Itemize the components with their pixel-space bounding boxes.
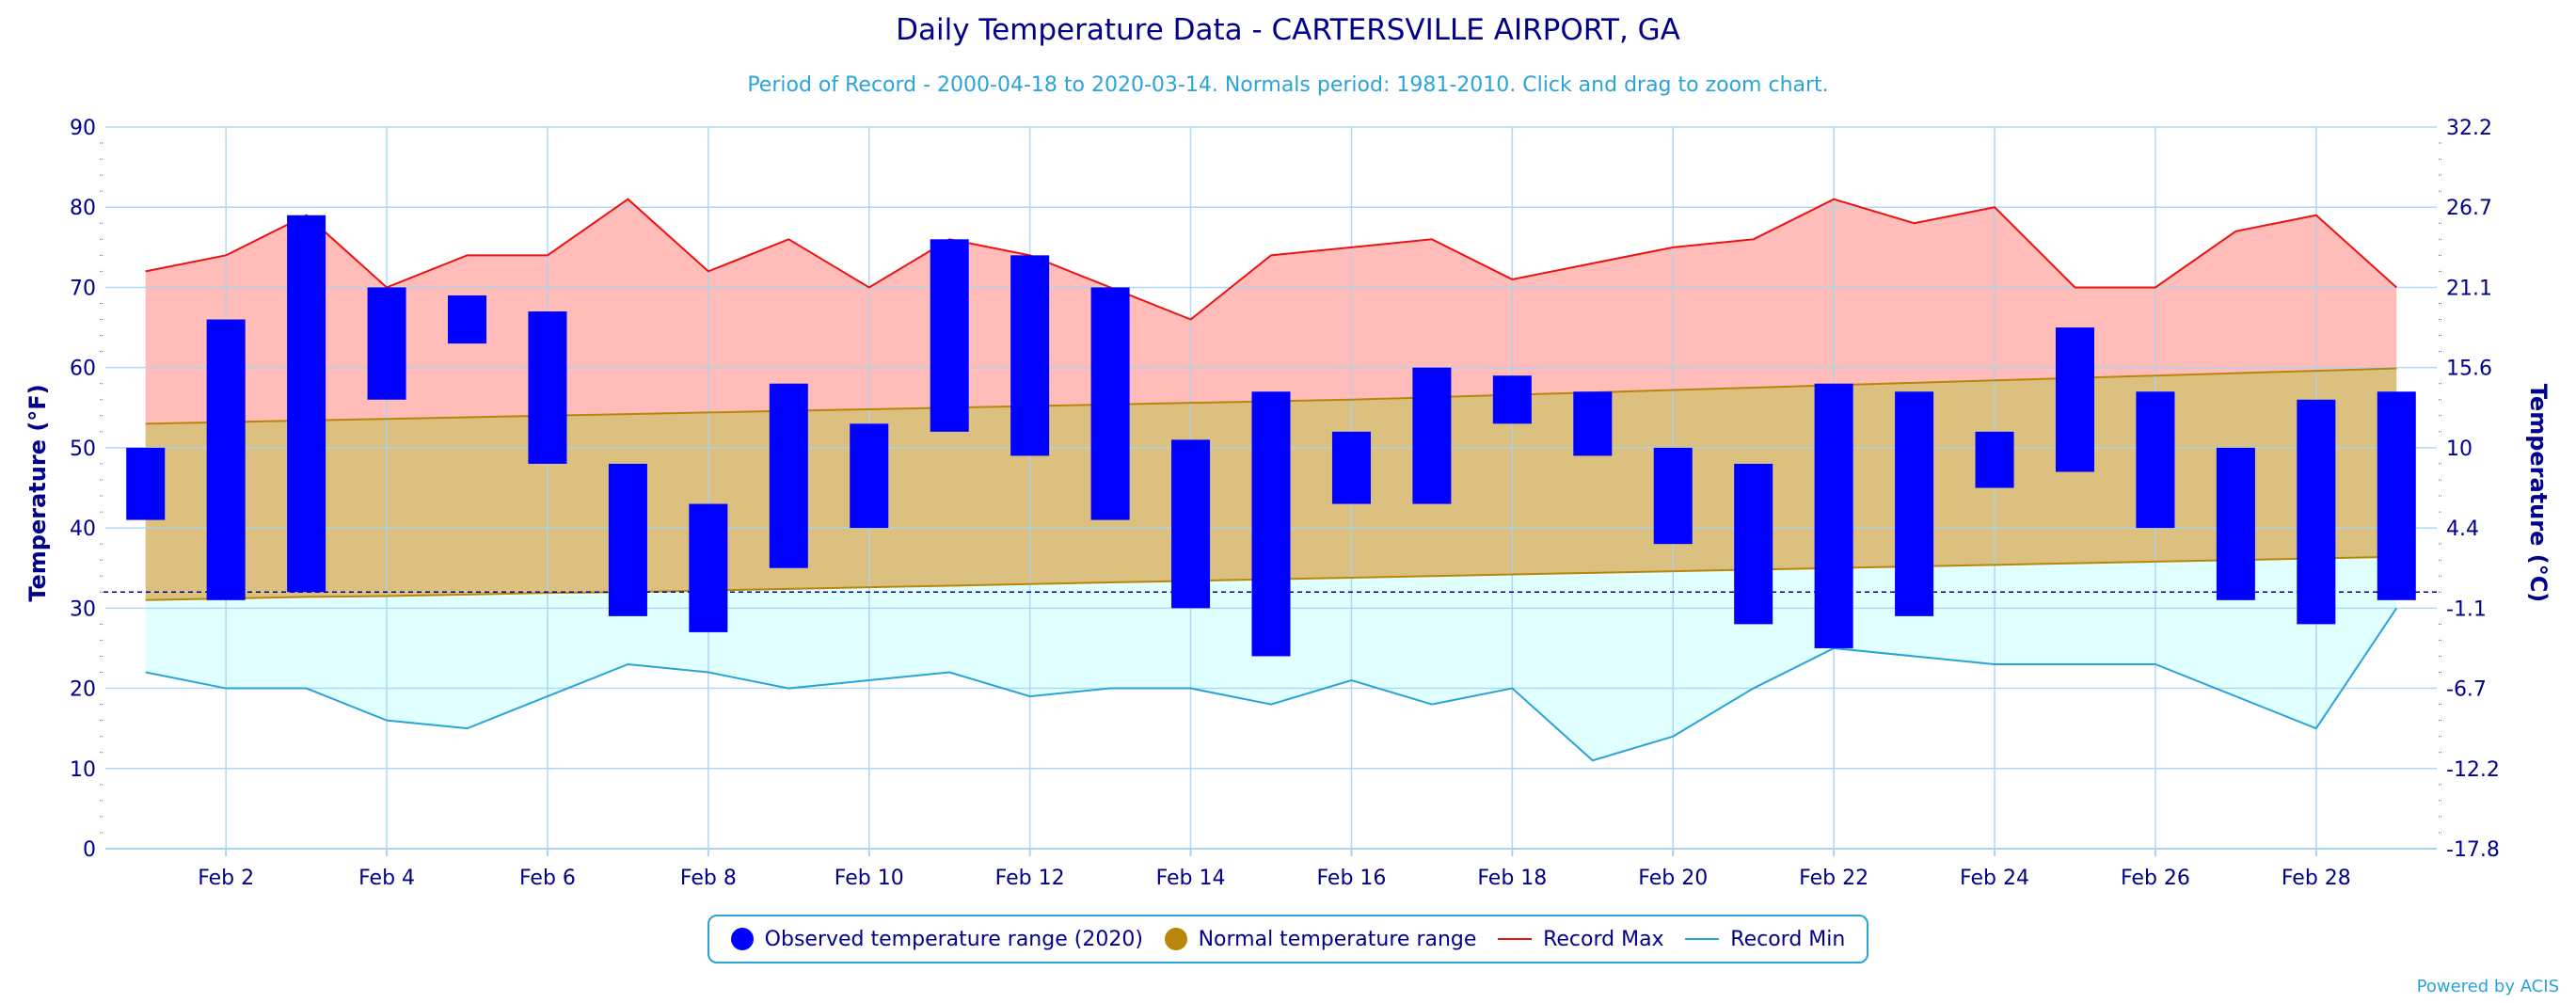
x-tick-label: Feb 18: [1477, 867, 1547, 890]
y-tick-label-right: -1.1: [2446, 597, 2487, 621]
chart-title: Daily Temperature Data - CARTERSVILLE AI…: [896, 13, 1680, 47]
y-tick-label-left: 90: [70, 117, 96, 140]
chart-legend: Observed temperature range (2020) Normal…: [708, 915, 1868, 963]
record-max-swatch-icon: [1498, 938, 1533, 940]
legend-normal[interactable]: Normal temperature range: [1164, 927, 1477, 951]
observed-bar[interactable]: [2297, 399, 2336, 625]
x-tick-label: Feb 4: [358, 867, 415, 890]
observed-bar[interactable]: [689, 503, 728, 632]
legend-record-max-label: Record Max: [1543, 927, 1664, 951]
x-tick-label: Feb 22: [1799, 867, 1868, 890]
observed-bar[interactable]: [1734, 463, 1773, 625]
legend-record-min[interactable]: Record Min: [1685, 928, 1845, 951]
legend-record-min-label: Record Min: [1730, 927, 1846, 951]
plot-area[interactable]: 0 10 20 30 40 50 60 70 80 90 -17.8 -12.2 -6.7 -1.1 4.4…: [70, 117, 2500, 890]
x-tick-label: Feb 28: [2282, 867, 2351, 890]
y-tick-label-right: 32.2: [2446, 117, 2492, 140]
y-tick-label-left: 50: [70, 438, 96, 461]
chart-subtitle: Period of Record - 2000-04-18 to 2020-03…: [747, 73, 1828, 97]
observed-bar[interactable]: [287, 215, 326, 593]
observed-bar[interactable]: [1814, 383, 1853, 648]
observed-bar[interactable]: [528, 311, 567, 464]
y-tick-label-left: 10: [70, 758, 96, 782]
x-tick-label: Feb 10: [835, 867, 904, 890]
normal-swatch-icon: [1164, 928, 1187, 950]
y-tick-label-right: 26.7: [2446, 197, 2492, 220]
x-tick-label: Feb 26: [2121, 867, 2190, 890]
observed-bar[interactable]: [206, 319, 246, 600]
y-tick-label-right: -12.2: [2446, 758, 2500, 782]
observed-bar[interactable]: [2136, 391, 2175, 529]
observed-bar[interactable]: [2055, 327, 2094, 472]
y-tick-label-left: 40: [70, 517, 96, 541]
y-tick-label-right: 21.1: [2446, 277, 2492, 300]
observed-bar[interactable]: [1975, 431, 2014, 488]
record-min-swatch-icon: [1685, 938, 1720, 940]
observed-bar[interactable]: [367, 287, 406, 400]
y-tick-label-right: 15.6: [2446, 358, 2492, 381]
y-tick-label-right: -6.7: [2446, 678, 2487, 702]
observed-bar[interactable]: [1895, 391, 1934, 616]
legend-record-max[interactable]: Record Max: [1498, 928, 1664, 951]
observed-bar[interactable]: [1090, 287, 1130, 520]
record-min-line[interactable]: [145, 607, 2398, 762]
observed-bar[interactable]: [1412, 367, 1452, 504]
observed-bar[interactable]: [608, 463, 647, 616]
y-axis-label-left: Temperature (°F): [24, 384, 51, 601]
y-tick-label-left: 0: [83, 838, 96, 862]
y-tick-label-right: -17.8: [2446, 838, 2500, 862]
y-axis-label-right: Temperature (°C): [2525, 384, 2552, 603]
observed-bar[interactable]: [1010, 255, 1050, 456]
observed-bar[interactable]: [1171, 439, 1211, 609]
y-tick-label-left: 80: [70, 197, 96, 220]
legend-normal-label: Normal temperature range: [1198, 927, 1477, 951]
observed-bar[interactable]: [2377, 391, 2416, 600]
x-tick-label: Feb 8: [680, 867, 737, 890]
observed-swatch-icon: [730, 928, 754, 950]
y-tick-label-left: 30: [70, 597, 96, 621]
observed-bar[interactable]: [769, 383, 808, 568]
record-max-line[interactable]: [145, 198, 2397, 321]
x-tick-label: Feb 20: [1638, 867, 1708, 890]
observed-bar[interactable]: [850, 423, 889, 529]
y-tick-label-left: 70: [70, 277, 96, 300]
y-tick-label-left: 20: [70, 678, 96, 702]
x-tick-label: Feb 2: [198, 867, 254, 890]
observed-bar[interactable]: [1653, 447, 1693, 545]
x-tick-label: Feb 24: [1960, 867, 2029, 890]
legend-observed[interactable]: Observed temperature range (2020): [730, 927, 1143, 951]
observed-bar[interactable]: [126, 447, 166, 520]
legend-observed-label: Observed temperature range (2020): [764, 927, 1143, 951]
y-tick-label-right: 10: [2446, 438, 2473, 461]
observed-bar[interactable]: [1331, 431, 1371, 504]
observed-bar[interactable]: [2216, 447, 2255, 600]
x-tick-label: Feb 14: [1156, 867, 1226, 890]
observed-bar[interactable]: [1251, 391, 1291, 657]
observed-bar[interactable]: [930, 239, 969, 432]
powered-by-link[interactable]: Powered by ACIS: [2416, 977, 2559, 996]
y-tick-label-right: 4.4: [2446, 517, 2479, 541]
x-tick-label: Feb 16: [1316, 867, 1386, 890]
x-tick-label: Feb 6: [519, 867, 576, 890]
x-tick-label: Feb 12: [995, 867, 1065, 890]
y-tick-label-left: 60: [70, 358, 96, 381]
observed-bar[interactable]: [1573, 391, 1613, 456]
observed-bar[interactable]: [1492, 375, 1532, 424]
observed-bar[interactable]: [448, 295, 487, 344]
